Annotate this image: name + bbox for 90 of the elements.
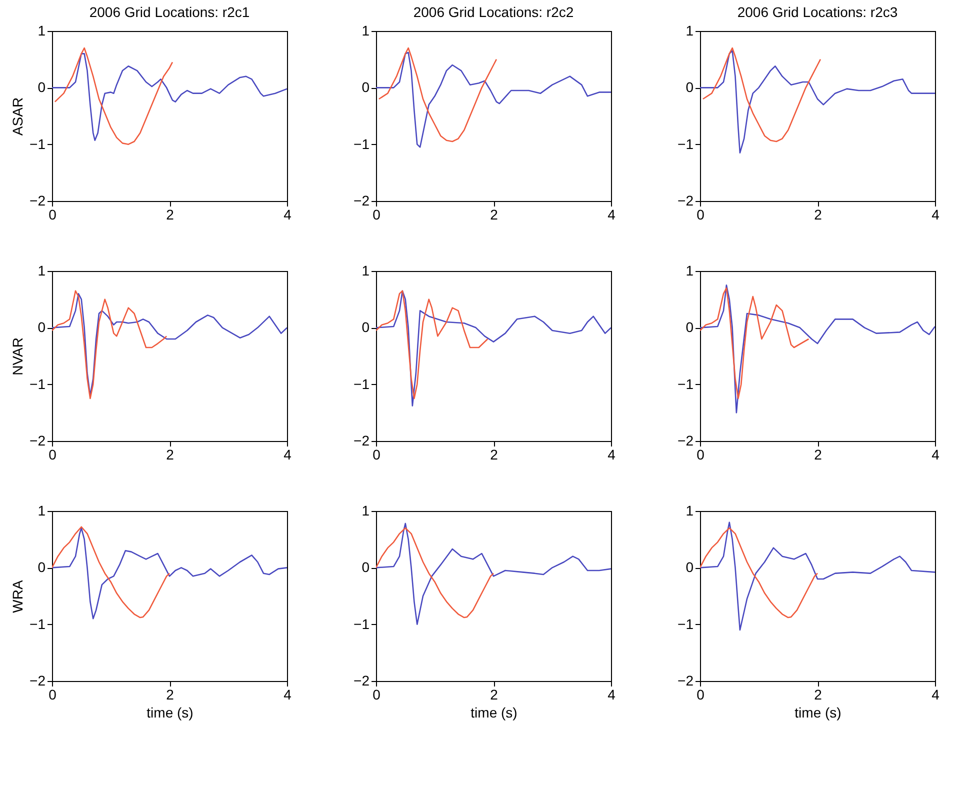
x-tick-label: 2 <box>814 686 822 702</box>
y-tick-label: −1 <box>354 616 370 632</box>
x-tick-label: 0 <box>696 446 705 462</box>
line-series <box>700 527 818 618</box>
y-tick-label: 1 <box>686 502 694 518</box>
x-axis-title: time (s) <box>146 704 194 720</box>
y-tick-label: 1 <box>362 502 370 518</box>
y-tick-label: −2 <box>30 192 46 208</box>
line-series <box>376 290 611 407</box>
chart-title: 2006 Grid Locations: r2c3 <box>737 4 898 20</box>
x-tick-label: 2 <box>814 446 822 462</box>
y-tick-label: 1 <box>38 22 46 38</box>
y-tick-label: −2 <box>30 432 46 448</box>
y-tick-label: −2 <box>678 192 694 208</box>
y-tick-label: 0 <box>686 559 694 576</box>
x-tick-label: 4 <box>284 446 292 462</box>
y-tick-label: 0 <box>686 319 694 336</box>
y-tick-label: 1 <box>38 502 46 518</box>
x-tick-label: 2 <box>166 446 174 462</box>
line-series <box>54 47 174 145</box>
chart-title: 2006 Grid Locations: r2c2 <box>413 4 574 20</box>
y-tick-label: −2 <box>30 672 46 688</box>
x-tick-label: 2 <box>490 686 498 702</box>
x-tick-label: 2 <box>490 446 498 462</box>
x-tick-label: 4 <box>932 686 940 702</box>
y-tick-label: −2 <box>354 192 370 208</box>
y-tick-label: 1 <box>362 22 370 38</box>
x-tick-label: 4 <box>284 206 292 222</box>
x-tick-label: 0 <box>372 686 381 702</box>
line-series <box>700 522 935 631</box>
y-tick-label: 0 <box>38 79 46 96</box>
x-tick-label: 2 <box>166 206 174 222</box>
x-tick-label: 4 <box>932 446 940 462</box>
line-series <box>52 293 287 396</box>
y-tick-label: −1 <box>30 136 46 152</box>
y-tick-label: −1 <box>678 616 694 632</box>
x-tick-label: 0 <box>696 686 705 702</box>
chart-title: 2006 Grid Locations: r2c1 <box>89 4 250 20</box>
x-tick-label: 2 <box>166 686 174 702</box>
x-tick-label: 0 <box>372 446 381 462</box>
y-tick-label: 0 <box>686 79 694 96</box>
x-tick-label: 0 <box>48 686 57 702</box>
y-tick-label: −1 <box>30 616 46 632</box>
line-series <box>52 290 168 400</box>
x-tick-label: 4 <box>608 686 616 702</box>
y-tick-label: −2 <box>678 672 694 688</box>
x-tick-label: 0 <box>48 206 57 222</box>
x-tick-label: 0 <box>48 446 57 462</box>
y-axis-title: WRA <box>10 580 26 613</box>
y-tick-label: −2 <box>354 432 370 448</box>
y-tick-label: −2 <box>678 432 694 448</box>
line-series <box>700 284 935 414</box>
line-series <box>378 47 498 142</box>
line-series <box>52 527 287 620</box>
x-axis-title: time (s) <box>470 704 518 720</box>
line-series <box>376 522 611 625</box>
y-tick-label: 0 <box>362 79 370 96</box>
line-series <box>376 52 611 148</box>
y-tick-label: 1 <box>686 262 694 278</box>
y-tick-label: −1 <box>30 376 46 392</box>
y-tick-label: 1 <box>362 262 370 278</box>
x-tick-label: 0 <box>696 206 705 222</box>
y-tick-label: −1 <box>678 376 694 392</box>
y-tick-label: 0 <box>362 319 370 336</box>
x-tick-label: 0 <box>372 206 381 222</box>
line-series <box>700 287 810 400</box>
y-tick-label: −1 <box>354 136 370 152</box>
line-series <box>376 290 488 400</box>
y-tick-label: 1 <box>686 22 694 38</box>
x-tick-label: 2 <box>490 206 498 222</box>
line-series <box>52 53 287 142</box>
y-tick-label: −1 <box>354 376 370 392</box>
y-tick-label: 0 <box>362 559 370 576</box>
y-tick-label: −1 <box>678 136 694 152</box>
line-series <box>376 527 494 618</box>
y-tick-label: 1 <box>38 262 46 278</box>
x-tick-label: 2 <box>814 206 822 222</box>
x-tick-label: 4 <box>284 686 292 702</box>
y-tick-label: 0 <box>38 559 46 576</box>
y-axis-title: ASAR <box>10 97 26 136</box>
x-tick-label: 4 <box>932 206 940 222</box>
y-tick-label: 0 <box>38 319 46 336</box>
line-series <box>52 526 170 618</box>
x-tick-label: 4 <box>608 446 616 462</box>
line-series <box>702 47 822 142</box>
line-series <box>700 50 935 154</box>
y-tick-label: −2 <box>354 672 370 688</box>
y-axis-title: NVAR <box>10 338 26 376</box>
x-tick-label: 4 <box>608 206 616 222</box>
x-axis-title: time (s) <box>794 704 842 720</box>
